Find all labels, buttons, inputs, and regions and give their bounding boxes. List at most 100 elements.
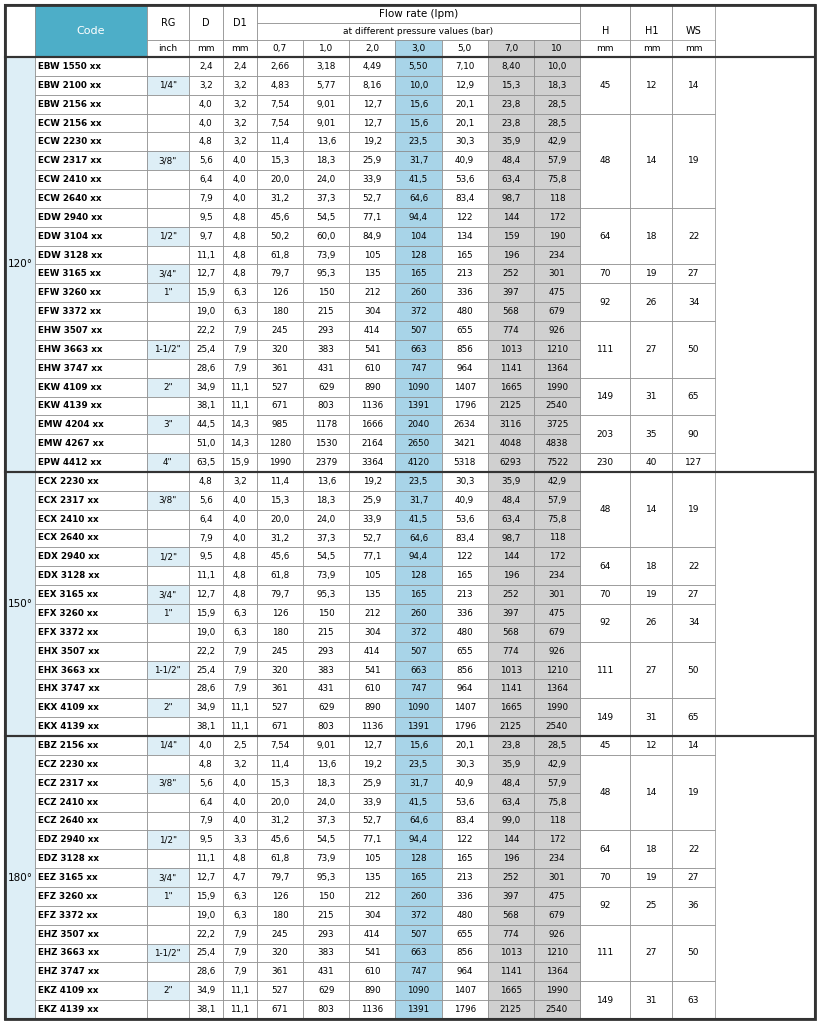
Bar (147, 434, 188, 453)
Text: 252: 252 (502, 590, 518, 599)
Text: 2650: 2650 (407, 439, 429, 449)
Text: 35,9: 35,9 (500, 477, 520, 486)
Bar (188, 793, 223, 811)
Text: 64: 64 (599, 845, 610, 854)
Bar (533, 830, 579, 849)
Bar (441, 943, 487, 963)
Bar (579, 284, 630, 322)
Bar (188, 604, 223, 623)
Text: 383: 383 (317, 666, 334, 675)
Bar (395, 434, 441, 453)
Text: 54,5: 54,5 (316, 836, 336, 845)
Text: 34,9: 34,9 (196, 986, 215, 995)
Text: 83,4: 83,4 (455, 816, 473, 825)
Text: 320: 320 (271, 666, 288, 675)
Text: 1364: 1364 (545, 684, 568, 693)
Text: 45,6: 45,6 (270, 836, 289, 845)
Text: 165: 165 (410, 590, 427, 599)
Bar (188, 189, 223, 208)
Text: 48,4: 48,4 (500, 496, 520, 505)
Bar (487, 887, 533, 906)
Text: 77,1: 77,1 (362, 552, 382, 561)
Text: 50: 50 (687, 345, 699, 354)
Text: 23,5: 23,5 (409, 477, 428, 486)
Bar (487, 189, 533, 208)
Text: EHX 3747 xx: EHX 3747 xx (38, 684, 99, 693)
Text: 15,9: 15,9 (196, 892, 215, 901)
Bar (487, 548, 533, 566)
Text: 128: 128 (410, 571, 427, 581)
Bar (349, 1000, 395, 1019)
Bar (223, 490, 256, 510)
Text: 6,4: 6,4 (199, 515, 212, 523)
Text: 122: 122 (456, 552, 473, 561)
Bar (188, 943, 223, 963)
Bar (395, 1000, 441, 1019)
Bar (223, 416, 256, 434)
Text: 31,7: 31,7 (409, 778, 428, 787)
Bar (35, 152, 147, 170)
Text: 11,1: 11,1 (230, 703, 249, 713)
Text: EDW 3128 xx: EDW 3128 xx (38, 251, 102, 259)
Bar (630, 830, 672, 868)
Text: 4,0: 4,0 (233, 534, 247, 543)
Bar (35, 680, 147, 698)
Text: 1665: 1665 (499, 383, 521, 391)
Bar (349, 680, 395, 698)
Text: 1/2": 1/2" (159, 836, 177, 845)
Text: 165: 165 (410, 269, 427, 279)
Bar (487, 1000, 533, 1019)
Text: 4,0: 4,0 (199, 741, 212, 750)
Bar (395, 95, 441, 114)
Text: 4,0: 4,0 (233, 157, 247, 165)
Text: 40,9: 40,9 (455, 778, 473, 787)
Text: 45: 45 (599, 81, 610, 90)
Bar (395, 623, 441, 642)
Bar (303, 490, 349, 510)
Bar (441, 1000, 487, 1019)
Text: 12,7: 12,7 (362, 741, 382, 750)
Text: 320: 320 (271, 345, 288, 354)
Bar (579, 830, 630, 868)
Bar (441, 95, 487, 114)
Bar (223, 623, 256, 642)
Bar (147, 76, 188, 95)
Bar (147, 378, 188, 396)
Bar (188, 868, 223, 887)
Text: EDX 2940 xx: EDX 2940 xx (38, 552, 99, 561)
Bar (256, 416, 303, 434)
Text: 19,0: 19,0 (196, 628, 215, 637)
Text: 50,2: 50,2 (270, 231, 289, 241)
Bar (533, 57, 579, 76)
Text: 803: 803 (317, 401, 334, 411)
Text: 480: 480 (455, 307, 473, 316)
Bar (487, 755, 533, 774)
Bar (533, 963, 579, 981)
Bar (487, 811, 533, 830)
Text: 34: 34 (687, 298, 699, 307)
Text: 926: 926 (548, 647, 564, 655)
Text: 35,9: 35,9 (500, 137, 520, 146)
Text: 196: 196 (502, 854, 518, 863)
Bar (487, 264, 533, 284)
Bar (579, 755, 630, 830)
Bar (441, 887, 487, 906)
Bar (349, 755, 395, 774)
Bar (395, 264, 441, 284)
Bar (223, 793, 256, 811)
Text: 24,0: 24,0 (316, 175, 336, 184)
Text: 252: 252 (502, 873, 518, 882)
Bar (533, 943, 579, 963)
Text: 629: 629 (318, 986, 334, 995)
Bar (349, 57, 395, 76)
Bar (395, 490, 441, 510)
Bar (223, 811, 256, 830)
Bar (147, 717, 188, 736)
Text: 25,9: 25,9 (362, 778, 382, 787)
Text: 245: 245 (271, 326, 288, 335)
Bar (395, 585, 441, 604)
Bar (147, 302, 188, 322)
Bar (349, 453, 395, 472)
Text: 3,0: 3,0 (411, 44, 425, 53)
Bar (533, 170, 579, 189)
